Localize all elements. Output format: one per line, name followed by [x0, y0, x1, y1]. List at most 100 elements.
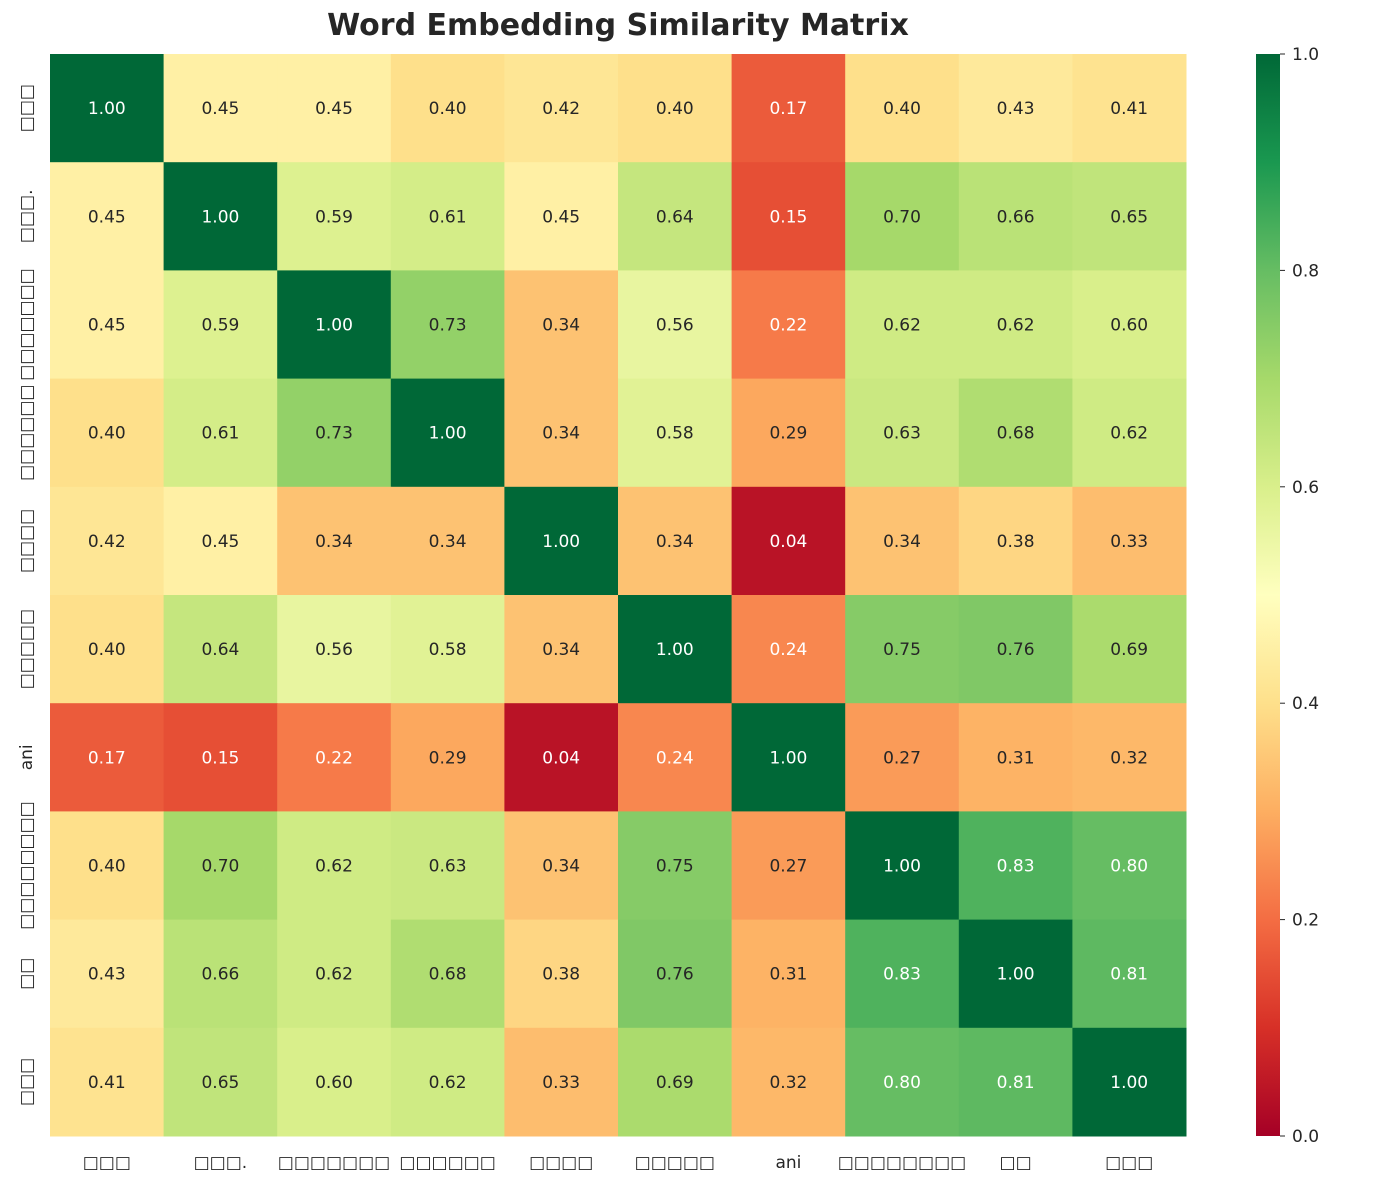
cell-value-label: 0.66: [997, 207, 1035, 227]
heatmap-cell: [163, 703, 278, 812]
heatmap-cell: [504, 54, 619, 163]
heatmap-cell: [618, 595, 733, 704]
heatmap-cell: [1072, 162, 1187, 271]
heatmap-cell: [163, 595, 278, 704]
heatmap-cell: [618, 54, 733, 163]
heatmap-cell: [504, 270, 619, 380]
heatmap-cell: [277, 919, 392, 1029]
cell-value-label: 0.60: [315, 1073, 353, 1093]
heatmap-cell: [163, 54, 278, 163]
cell-value-label: 0.29: [769, 424, 807, 444]
heatmap-cell: [163, 378, 278, 488]
x-tick-label: □□□: [83, 1153, 131, 1173]
cell-value-label: 0.34: [542, 857, 580, 877]
cell-value-label: 0.15: [201, 748, 239, 768]
heatmap-cell: [50, 162, 165, 271]
heatmap-cell: [731, 486, 846, 596]
heatmap-cell: [50, 1027, 165, 1137]
cell-value-label: 0.76: [656, 965, 694, 985]
cell-value-label: 1.00: [429, 424, 467, 444]
y-tick-label: □□□□□□: [17, 385, 37, 481]
cell-value-label: 0.38: [542, 965, 580, 985]
cell-value-label: 1.00: [201, 207, 239, 227]
heatmap-cell: [1072, 595, 1187, 704]
heatmap-cell: [845, 54, 960, 163]
cell-value-label: 0.34: [883, 532, 921, 552]
cell-value-label: 0.83: [997, 857, 1035, 877]
cell-value-label: 0.62: [883, 316, 921, 336]
cell-value-label: 0.69: [656, 1073, 694, 1093]
cell-value-label: 0.68: [997, 424, 1035, 444]
cell-value-label: 0.40: [656, 99, 694, 119]
heatmap-cell: [50, 919, 165, 1029]
heatmap-cell: [390, 811, 505, 921]
y-tick-label: □□□□□□□: [17, 268, 37, 380]
heatmap-cell: [163, 270, 278, 380]
cell-value-label: 0.62: [1110, 424, 1148, 444]
cell-value-label: 0.62: [315, 857, 353, 877]
cell-value-label: 0.34: [656, 532, 694, 552]
heatmap-cell: [390, 1027, 505, 1137]
heatmap-cell: [731, 811, 846, 921]
colorbar-tick-label: 0.0: [1292, 1127, 1319, 1147]
cell-value-label: 0.81: [997, 1073, 1035, 1093]
cell-value-label: 0.45: [88, 316, 126, 336]
heatmap-cell: [1072, 54, 1187, 163]
heatmap-cell: [277, 703, 392, 812]
cell-value-label: 0.65: [201, 1073, 239, 1093]
cell-value-label: 1.00: [1110, 1073, 1148, 1093]
cell-value-label: 0.60: [1110, 316, 1148, 336]
cell-value-label: 0.76: [997, 640, 1035, 660]
heatmap-cell: [958, 162, 1073, 271]
heatmap-cell: [504, 919, 619, 1029]
colorbar-tick-label: 0.8: [1292, 261, 1319, 281]
heatmap-cell: [163, 1027, 278, 1137]
heatmap-cell: [390, 703, 505, 812]
cell-value-label: 0.83: [883, 965, 921, 985]
x-tick-label: □□: [1000, 1153, 1032, 1173]
heatmap-cell: [845, 811, 960, 921]
heatmap-cell: [50, 811, 165, 921]
cell-value-label: 0.41: [1110, 99, 1148, 119]
cell-value-label: 0.69: [1110, 640, 1148, 660]
heatmap-cell: [618, 811, 733, 921]
cell-value-label: 0.66: [201, 965, 239, 985]
cell-value-label: 0.31: [769, 965, 807, 985]
heatmap-cell: [731, 595, 846, 704]
cell-value-label: 0.15: [769, 207, 807, 227]
cell-value-label: 0.04: [542, 748, 580, 768]
heatmap-cell: [1072, 486, 1187, 596]
cell-value-label: 0.73: [429, 316, 467, 336]
x-tick-label: □□□□: [529, 1153, 593, 1173]
cell-value-label: 1.00: [769, 748, 807, 768]
heatmap-cell: [390, 270, 505, 380]
heatmap-cell: [958, 270, 1073, 380]
cell-value-label: 0.27: [883, 748, 921, 768]
y-tick-label: □□□□□: [17, 609, 37, 689]
cell-value-label: 0.80: [883, 1073, 921, 1093]
cell-value-label: 0.70: [883, 207, 921, 227]
y-tick-label: □□□□: [17, 509, 37, 573]
heatmap-cell: [277, 811, 392, 921]
heatmap-cell: [731, 1027, 846, 1137]
y-tick-label: □□: [17, 958, 37, 990]
heatmap-cell: [618, 378, 733, 488]
heatmap-cell: [50, 486, 165, 596]
cell-value-label: 0.45: [201, 532, 239, 552]
cell-value-label: 0.42: [542, 99, 580, 119]
heatmap-cell: [504, 378, 619, 488]
colorbar-tick-label: 0.2: [1292, 911, 1319, 931]
cell-value-label: 0.45: [542, 207, 580, 227]
heatmap-cell: [504, 811, 619, 921]
heatmap-cell: [958, 703, 1073, 812]
cell-value-label: 0.70: [201, 857, 239, 877]
cell-value-label: 0.45: [315, 99, 353, 119]
cell-value-label: 0.22: [315, 748, 353, 768]
heatmap-cell: [50, 703, 165, 812]
cell-value-label: 0.73: [315, 424, 353, 444]
cell-value-label: 1.00: [315, 316, 353, 336]
cell-value-label: 0.64: [656, 207, 694, 227]
heatmap-cell: [50, 270, 165, 380]
cell-value-label: 0.45: [201, 99, 239, 119]
cell-value-label: 0.64: [201, 640, 239, 660]
